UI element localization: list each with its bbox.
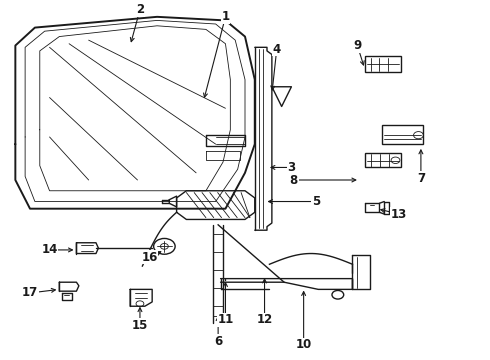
- Text: 2: 2: [136, 3, 144, 16]
- Text: 5: 5: [312, 195, 320, 208]
- Text: 17: 17: [22, 287, 38, 300]
- Bar: [365, 153, 401, 167]
- Text: 11: 11: [218, 313, 234, 327]
- Bar: [382, 126, 423, 144]
- Text: 1: 1: [221, 10, 229, 23]
- Bar: [365, 56, 401, 72]
- Text: 14: 14: [41, 243, 58, 256]
- Text: 8: 8: [290, 174, 298, 186]
- Text: 16: 16: [142, 251, 158, 264]
- Text: 4: 4: [272, 42, 281, 55]
- Text: 13: 13: [391, 208, 407, 221]
- Text: 10: 10: [295, 338, 312, 351]
- Text: 7: 7: [417, 172, 425, 185]
- Text: 9: 9: [353, 39, 362, 52]
- Text: 15: 15: [132, 319, 148, 332]
- Text: 12: 12: [256, 313, 272, 327]
- Text: 6: 6: [214, 335, 222, 348]
- Text: 3: 3: [287, 161, 295, 174]
